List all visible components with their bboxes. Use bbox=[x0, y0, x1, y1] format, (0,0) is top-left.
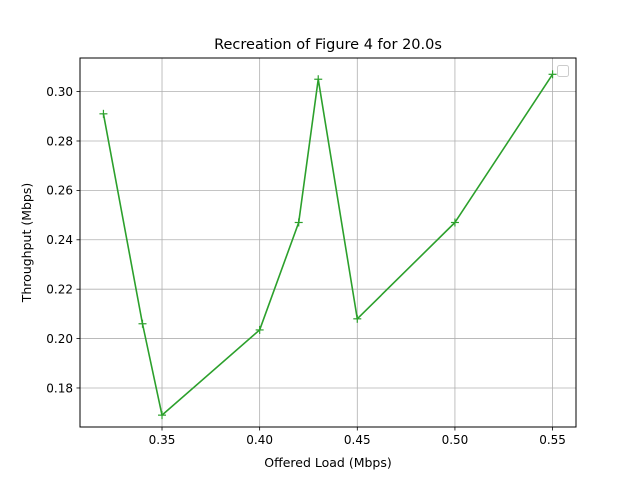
y-axis-label: Throughput (Mbps) bbox=[19, 183, 34, 304]
y-tick-label: 0.30 bbox=[46, 85, 73, 99]
data-point-marker bbox=[353, 314, 362, 323]
data-point-marker bbox=[314, 75, 323, 84]
data-point-marker bbox=[138, 319, 147, 328]
x-axis-label: Offered Load (Mbps) bbox=[264, 455, 391, 470]
y-axis-ticks: 0.18 0.20 0.22 0.24 0.26 0.28 0.30 bbox=[46, 85, 80, 395]
series-layer bbox=[99, 70, 557, 420]
x-tick-label: 0.35 bbox=[149, 433, 176, 447]
x-tick-label: 0.50 bbox=[442, 433, 469, 447]
x-tick-label: 0.55 bbox=[539, 433, 566, 447]
y-tick-label: 0.22 bbox=[46, 282, 73, 296]
data-point-marker bbox=[158, 411, 167, 420]
data-point-marker bbox=[99, 109, 108, 118]
y-tick-label: 0.24 bbox=[46, 233, 73, 247]
legend-box bbox=[557, 65, 569, 77]
y-tick-label: 0.20 bbox=[46, 332, 73, 346]
chart-title: Recreation of Figure 4 for 20.0s bbox=[214, 37, 442, 53]
data-point-marker bbox=[255, 325, 264, 334]
y-tick-label: 0.26 bbox=[46, 184, 73, 198]
x-tick-label: 0.45 bbox=[344, 433, 371, 447]
data-point-marker bbox=[450, 218, 459, 227]
x-tick-label: 0.40 bbox=[246, 433, 273, 447]
y-tick-label: 0.28 bbox=[46, 134, 73, 148]
data-point-marker bbox=[548, 70, 557, 79]
plot-frame bbox=[79, 57, 577, 428]
y-tick-label: 0.18 bbox=[46, 381, 73, 395]
data-point-marker bbox=[294, 218, 303, 227]
x-axis-ticks: 0.35 0.40 0.45 0.50 0.55 bbox=[149, 427, 566, 447]
